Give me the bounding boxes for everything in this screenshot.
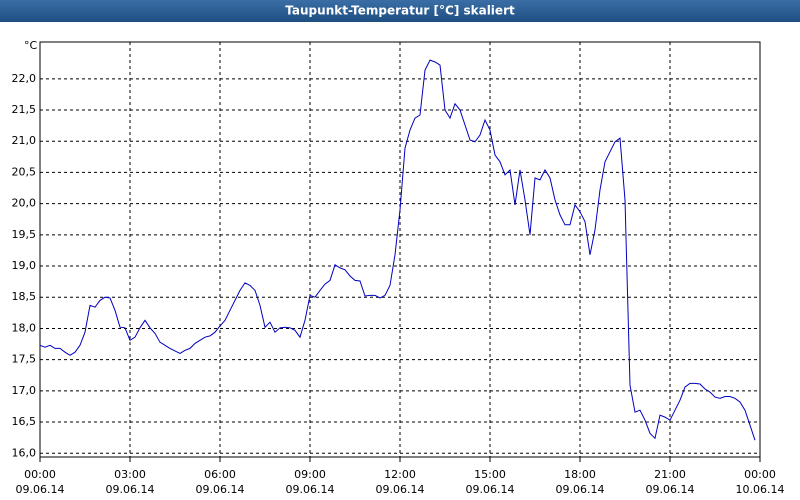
x-tick-label: 09:00 — [294, 468, 326, 481]
y-tick-label: 18,0 — [12, 321, 37, 334]
x-tick-label: 00:00 — [744, 468, 776, 481]
x-tick-date: 09.06.14 — [106, 483, 155, 496]
title-bar — [0, 0, 800, 22]
y-tick-label: 18,5 — [12, 290, 37, 303]
y-tick-label: 20,5 — [12, 165, 37, 178]
x-tick-date: 09.06.14 — [466, 483, 515, 496]
plot-area — [39, 41, 761, 458]
y-tick-label: 22,0 — [12, 72, 37, 85]
x-tick-date: 09.06.14 — [286, 483, 335, 496]
x-tick-label: 12:00 — [384, 468, 416, 481]
y-tick-label: 16,0 — [12, 446, 37, 459]
x-tick-label: 00:00 — [24, 468, 56, 481]
x-tick-date: 09.06.14 — [16, 483, 65, 496]
y-tick-label: 17,0 — [12, 384, 37, 397]
x-tick-label: 15:00 — [474, 468, 506, 481]
x-tick-date: 10.06.14 — [736, 483, 785, 496]
x-tick-label: 21:00 — [654, 468, 686, 481]
data-line — [39, 59, 756, 441]
y-tick-label: 19,0 — [12, 259, 37, 272]
y-unit: °C — [24, 39, 38, 52]
x-tick-date: 09.06.14 — [196, 483, 245, 496]
chart-title: Taupunkt-Temperatur [°C] skaliert — [285, 4, 515, 18]
y-tick-label: 21,0 — [12, 134, 37, 147]
y-tick-label: 19,5 — [12, 228, 37, 241]
y-tick-label: 21,5 — [12, 103, 37, 116]
x-tick-label: 18:00 — [564, 468, 596, 481]
x-tick-date: 09.06.14 — [646, 483, 695, 496]
x-tick-label: 03:00 — [114, 468, 146, 481]
x-tick-label: 06:00 — [204, 468, 236, 481]
y-tick-label: 20,0 — [12, 197, 37, 210]
x-tick-date: 09.06.14 — [376, 483, 425, 496]
y-tick-label: 17,5 — [12, 353, 37, 366]
y-tick-label: 16,5 — [12, 415, 37, 428]
x-tick-date: 09.06.14 — [556, 483, 605, 496]
